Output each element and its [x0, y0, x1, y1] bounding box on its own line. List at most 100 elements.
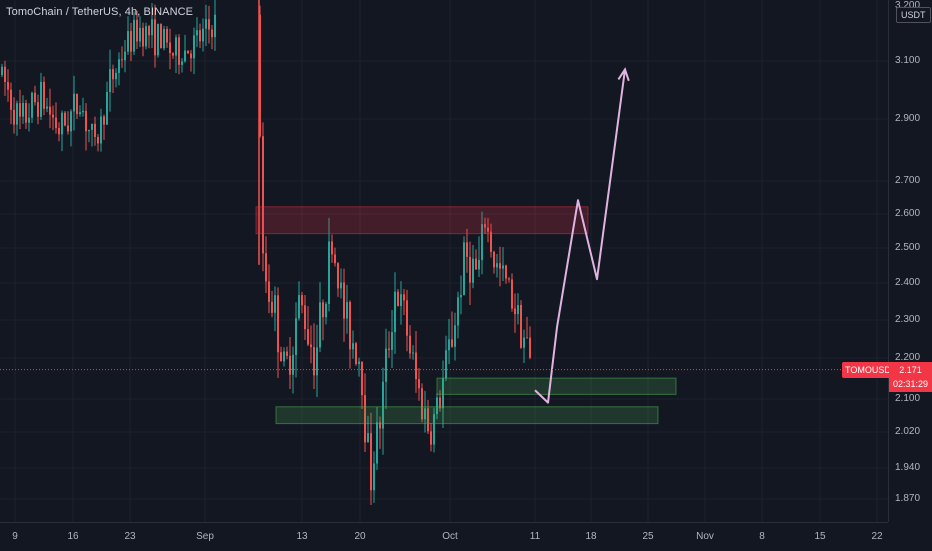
candle-body [520, 305, 522, 348]
candle-body [193, 35, 195, 59]
candle-body [25, 102, 27, 123]
currency-button[interactable]: USDT [896, 7, 931, 23]
candle-body [31, 92, 33, 118]
candle-body [448, 339, 450, 351]
candle-body [385, 348, 387, 382]
time-tick-label: 22 [871, 531, 883, 542]
candle-body [283, 351, 285, 362]
candle-body [157, 24, 159, 56]
candle-body [202, 28, 204, 42]
candlesticks [1, 0, 531, 506]
time-tick-label: 18 [585, 531, 597, 542]
candle-body [478, 259, 480, 270]
candle-body [370, 433, 372, 491]
candle-body [58, 128, 60, 135]
candle-body [319, 302, 321, 348]
candle-body [34, 92, 36, 103]
candle-body [364, 395, 366, 443]
candle-body [295, 318, 297, 355]
candle-body [274, 295, 276, 313]
candle-body [259, 14, 261, 137]
candle-body [397, 291, 399, 307]
candle-body [310, 344, 312, 348]
candle-body [343, 282, 345, 319]
candle-body [439, 397, 441, 409]
candle-body [169, 42, 171, 54]
candle-body [493, 251, 495, 268]
price-tick-label: 2.500 [895, 242, 921, 253]
candle-body [499, 263, 501, 269]
chart-canvas[interactable] [0, 0, 888, 522]
price-tick-label: 3.100 [895, 55, 921, 66]
candle-body [55, 117, 57, 129]
candle-body [361, 361, 363, 396]
candle-body [394, 291, 396, 333]
candle-body [76, 93, 78, 115]
projection-drawing[interactable] [534, 67, 630, 404]
support-zone[interactable] [436, 377, 677, 395]
projection-path[interactable] [534, 69, 626, 404]
candle-body [316, 347, 318, 376]
candle-body [433, 414, 435, 445]
candle-body [166, 28, 168, 43]
candle-body [460, 294, 462, 298]
candle-body [484, 224, 486, 228]
candle-body [298, 295, 300, 319]
candle-body [373, 463, 375, 491]
candle-body [121, 59, 123, 61]
candle-body [328, 241, 330, 304]
candle-body [142, 27, 144, 47]
candle-body [265, 253, 267, 282]
price-axis[interactable]: 3.200 3.100 2.900 2.700 2.600 2.500 2.400 2.300… [888, 0, 932, 522]
support-zone[interactable] [275, 406, 659, 425]
candle-body [289, 355, 291, 375]
candle-body [214, 14, 216, 38]
candle-body [7, 81, 9, 90]
time-tick-label: 20 [354, 531, 366, 542]
time-tick-label: 11 [529, 531, 541, 542]
candle-body [523, 337, 525, 348]
candle-body [133, 19, 135, 52]
candle-body [457, 297, 459, 326]
price-tick-label: 2.100 [895, 393, 921, 404]
candle-body [22, 102, 24, 117]
candle-body [415, 352, 417, 380]
time-tick-label: 23 [124, 531, 136, 542]
candle-body [427, 408, 429, 432]
candle-body [160, 24, 162, 49]
candle-body [127, 31, 129, 52]
candle-body [70, 111, 72, 132]
candle-body [436, 397, 438, 415]
candle-body [454, 325, 456, 347]
candle-body [418, 379, 420, 389]
candle-body [106, 91, 108, 125]
candle-body [526, 337, 528, 339]
candle-body [313, 347, 315, 376]
candle-body [178, 37, 180, 65]
resistance-zone[interactable] [255, 206, 589, 235]
candle-body [463, 242, 465, 295]
candle-body [412, 352, 414, 354]
candle-body [79, 112, 81, 115]
chart-area[interactable]: TomoChain / TetherUS, 4h, BINANCE [0, 0, 888, 522]
candle-body [379, 422, 381, 429]
candle-body [424, 408, 426, 420]
candle-body [190, 53, 192, 59]
time-tick-label: 16 [67, 531, 79, 542]
candle-body [367, 433, 369, 443]
candle-body [466, 242, 468, 257]
candle-body [13, 109, 15, 125]
zone-drawings[interactable] [255, 206, 677, 425]
candle-body [382, 381, 384, 429]
candle-body [331, 241, 333, 255]
candle-body [46, 106, 48, 109]
time-axis[interactable]: 9 16 23 Sep 13 20 Oct 11 18 25 Nov 8 15 22 [0, 522, 888, 551]
candle-body [406, 300, 408, 336]
candle-body [502, 265, 504, 269]
candle-body [154, 19, 156, 56]
candle-body [421, 388, 423, 420]
candle-body [262, 136, 264, 254]
candle-body [514, 308, 516, 315]
time-tick-label: 9 [12, 531, 18, 542]
candle-body [136, 19, 138, 42]
